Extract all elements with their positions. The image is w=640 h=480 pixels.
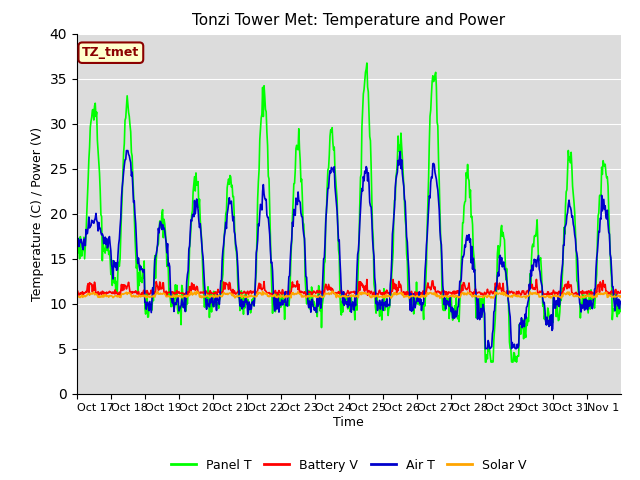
Line: Panel T: Panel T bbox=[77, 63, 621, 362]
Panel T bbox=[264, 143, 271, 148]
Panel T bbox=[436, 209, 444, 215]
Solar V bbox=[237, 293, 245, 299]
Solar V bbox=[193, 288, 200, 294]
Battery V bbox=[406, 292, 413, 298]
Battery V bbox=[617, 288, 625, 294]
Solar V bbox=[436, 295, 444, 301]
Text: TZ_tmet: TZ_tmet bbox=[82, 46, 140, 59]
Air T bbox=[123, 148, 131, 154]
Panel T bbox=[284, 298, 292, 303]
Solar V bbox=[437, 294, 445, 300]
Solar V bbox=[73, 292, 81, 298]
Solar V bbox=[285, 293, 292, 299]
Battery V bbox=[436, 289, 444, 295]
Battery V bbox=[73, 289, 81, 295]
Battery V bbox=[532, 276, 540, 282]
Title: Tonzi Tower Met: Temperature and Power: Tonzi Tower Met: Temperature and Power bbox=[192, 13, 506, 28]
X-axis label: Time: Time bbox=[333, 416, 364, 429]
Air T bbox=[285, 274, 292, 280]
Panel T bbox=[73, 243, 81, 249]
Air T bbox=[617, 299, 625, 304]
Air T bbox=[264, 215, 272, 220]
Panel T bbox=[406, 294, 413, 300]
Y-axis label: Temperature (C) / Power (V): Temperature (C) / Power (V) bbox=[31, 127, 44, 300]
Battery V bbox=[116, 294, 124, 300]
Air T bbox=[406, 287, 413, 292]
Line: Battery V: Battery V bbox=[77, 279, 621, 297]
Battery V bbox=[237, 290, 245, 296]
Air T bbox=[237, 297, 245, 302]
Solar V bbox=[137, 294, 145, 300]
Battery V bbox=[264, 290, 272, 296]
Air T bbox=[436, 228, 444, 233]
Solar V bbox=[406, 295, 413, 301]
Solar V bbox=[264, 293, 272, 299]
Panel T bbox=[363, 60, 371, 66]
Panel T bbox=[617, 308, 625, 313]
Solar V bbox=[617, 293, 625, 299]
Line: Air T: Air T bbox=[77, 151, 621, 348]
Battery V bbox=[138, 290, 145, 296]
Legend: Panel T, Battery V, Air T, Solar V: Panel T, Battery V, Air T, Solar V bbox=[166, 454, 531, 477]
Battery V bbox=[285, 288, 292, 294]
Air T bbox=[481, 346, 489, 351]
Panel T bbox=[137, 278, 145, 284]
Panel T bbox=[237, 299, 244, 304]
Air T bbox=[138, 266, 145, 272]
Line: Solar V: Solar V bbox=[77, 291, 621, 298]
Air T bbox=[73, 239, 81, 245]
Panel T bbox=[481, 359, 489, 365]
